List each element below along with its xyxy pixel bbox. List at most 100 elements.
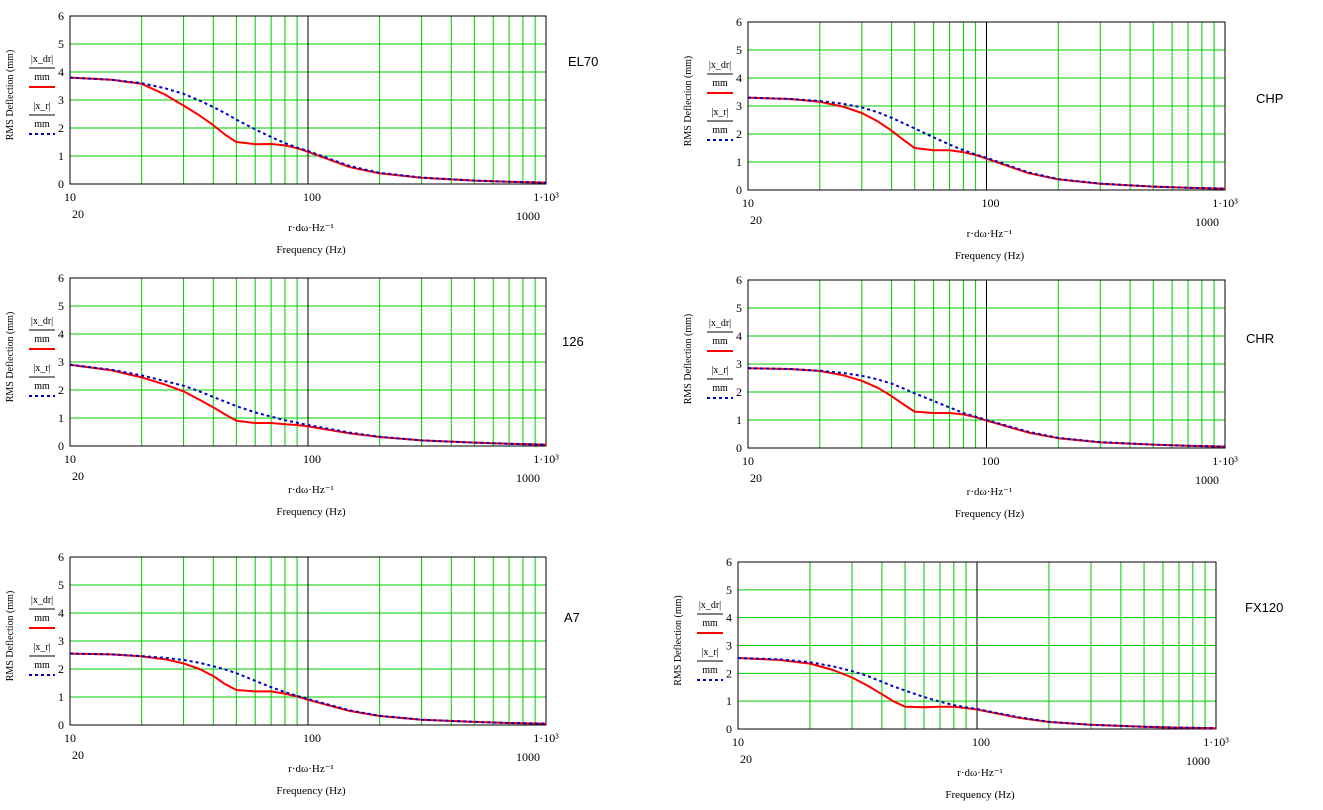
y-tick-label: 2 bbox=[736, 127, 742, 141]
x-axis-expression: r·dω·Hz⁻¹ bbox=[288, 763, 334, 775]
legend-unit: mm bbox=[34, 119, 50, 130]
legend-expression: |x_dr| bbox=[31, 316, 53, 327]
legend-unit: mm bbox=[712, 125, 728, 136]
x-extra-label: 20 bbox=[72, 469, 84, 483]
legend-unit: mm bbox=[712, 336, 728, 347]
x-axis-label: Frequency (Hz) bbox=[276, 244, 346, 256]
x-tick-label: 1·10³ bbox=[1212, 196, 1238, 210]
y-tick-label: 3 bbox=[726, 639, 732, 653]
x-extra-label: 20 bbox=[750, 471, 762, 485]
plot-frame bbox=[737, 561, 1217, 730]
y-tick-label: 3 bbox=[58, 634, 64, 648]
y-tick-label: 2 bbox=[58, 121, 64, 135]
chart-panel: 0 1 2 3 4 5 6 10 100 1·10³ 20 1000 r·dω·Hz⁻¹ Frequenc… bbox=[683, 273, 1274, 520]
x-tick-label: 1·10³ bbox=[1203, 735, 1229, 749]
y-tick-label: 0 bbox=[58, 718, 64, 732]
x-extra-label: 20 bbox=[740, 752, 752, 766]
x-tick-label: 100 bbox=[982, 454, 1000, 468]
legend-unit: mm bbox=[34, 660, 50, 671]
y-tick-label: 3 bbox=[58, 93, 64, 107]
x-tick-label: 100 bbox=[982, 196, 1000, 210]
x-axis-expression: r·dω·Hz⁻¹ bbox=[957, 767, 1003, 779]
legend-unit: mm bbox=[34, 381, 50, 392]
chart-panel: 0 1 2 3 4 5 6 10 100 1·10³ 20 1000 r·dω·Hz⁻¹ Frequenc… bbox=[5, 9, 598, 256]
series-line-xdr bbox=[69, 652, 547, 725]
plot-frame bbox=[747, 21, 1226, 191]
x-tick-label: 10 bbox=[64, 190, 76, 204]
y-tick-label: 4 bbox=[58, 606, 64, 620]
y-tick-label: 0 bbox=[736, 441, 742, 455]
legend-expression: |x_r| bbox=[33, 363, 50, 374]
y-tick-label: 1 bbox=[58, 411, 64, 425]
legend-unit: mm bbox=[34, 613, 50, 624]
legend-unit: mm bbox=[34, 72, 50, 83]
y-axis-label: RMS Deflection (mm) bbox=[673, 595, 684, 686]
series-line-xr bbox=[737, 657, 1217, 730]
y-tick-label: 5 bbox=[736, 301, 742, 315]
legend-expression: |x_r| bbox=[711, 107, 728, 118]
y-tick-label: 1 bbox=[58, 149, 64, 163]
y-tick-label: 4 bbox=[736, 329, 742, 343]
x-axis-expression: r·dω·Hz⁻¹ bbox=[288, 222, 334, 234]
x-extra-label: 1000 bbox=[516, 471, 540, 485]
y-tick-label: 5 bbox=[58, 37, 64, 51]
x-tick-label: 10 bbox=[64, 452, 76, 466]
y-tick-label: 5 bbox=[736, 43, 742, 57]
legend-unit: mm bbox=[34, 334, 50, 345]
series-line-xdr bbox=[747, 96, 1226, 190]
x-axis-label: Frequency (Hz) bbox=[276, 506, 346, 518]
chart-panel: 0 1 2 3 4 5 6 10 100 1·10³ 20 1000 r·dω·Hz⁻¹ Frequenc… bbox=[673, 555, 1283, 801]
series-line-xr bbox=[69, 363, 547, 446]
series-line-xr bbox=[69, 76, 547, 184]
y-tick-label: 0 bbox=[736, 183, 742, 197]
y-tick-label: 2 bbox=[736, 385, 742, 399]
legend-expression: |x_dr| bbox=[709, 60, 731, 71]
chart-panel: 0 1 2 3 4 5 6 10 100 1·10³ 20 1000 r·dω·Hz⁻¹ Frequenc… bbox=[5, 271, 584, 518]
chart-title: CHP bbox=[1256, 91, 1283, 106]
y-tick-label: 4 bbox=[58, 327, 64, 341]
y-tick-label: 0 bbox=[58, 177, 64, 191]
x-extra-label: 1000 bbox=[1186, 754, 1210, 768]
x-tick-label: 100 bbox=[303, 190, 321, 204]
y-tick-label: 5 bbox=[58, 299, 64, 313]
plot-frame bbox=[69, 277, 547, 447]
plot-frame bbox=[69, 556, 547, 726]
y-tick-label: 2 bbox=[726, 666, 732, 680]
x-tick-label: 10 bbox=[742, 454, 754, 468]
legend-expression: |x_r| bbox=[711, 365, 728, 376]
y-axis-label: RMS Deflection (mm) bbox=[683, 56, 694, 147]
y-tick-label: 6 bbox=[736, 15, 742, 29]
x-tick-label: 10 bbox=[732, 735, 744, 749]
x-extra-label: 1000 bbox=[1195, 473, 1219, 487]
y-tick-label: 6 bbox=[58, 9, 64, 23]
y-tick-label: 1 bbox=[726, 694, 732, 708]
x-extra-label: 1000 bbox=[516, 209, 540, 223]
x-axis-label: Frequency (Hz) bbox=[955, 508, 1025, 520]
legend-expression: |x_dr| bbox=[31, 595, 53, 606]
x-extra-label: 20 bbox=[72, 207, 84, 221]
x-axis-expression: r·dω·Hz⁻¹ bbox=[967, 486, 1013, 498]
x-tick-label: 10 bbox=[742, 196, 754, 210]
chart-title: FX120 bbox=[1245, 600, 1283, 615]
x-extra-label: 20 bbox=[72, 748, 84, 762]
y-tick-label: 3 bbox=[736, 99, 742, 113]
y-tick-label: 3 bbox=[736, 357, 742, 371]
x-tick-label: 1·10³ bbox=[533, 452, 559, 466]
series-line-xr bbox=[69, 652, 547, 725]
y-tick-label: 5 bbox=[726, 583, 732, 597]
x-extra-label: 1000 bbox=[516, 750, 540, 764]
x-axis-label: Frequency (Hz) bbox=[955, 250, 1025, 262]
legend-expression: |x_dr| bbox=[709, 318, 731, 329]
x-axis-expression: r·dω·Hz⁻¹ bbox=[288, 484, 334, 496]
legend-unit: mm bbox=[712, 78, 728, 89]
chart-title: CHR bbox=[1246, 331, 1274, 346]
chart-panel: 0 1 2 3 4 5 6 10 100 1·10³ 20 1000 r·dω·Hz⁻¹ Frequenc… bbox=[683, 15, 1283, 262]
legend-expression: |x_r| bbox=[33, 101, 50, 112]
y-axis-label: RMS Deflection (mm) bbox=[5, 591, 16, 682]
y-tick-label: 1 bbox=[736, 413, 742, 427]
legend-unit: mm bbox=[702, 618, 718, 629]
y-tick-label: 4 bbox=[58, 65, 64, 79]
y-tick-label: 1 bbox=[58, 690, 64, 704]
y-tick-label: 2 bbox=[58, 662, 64, 676]
